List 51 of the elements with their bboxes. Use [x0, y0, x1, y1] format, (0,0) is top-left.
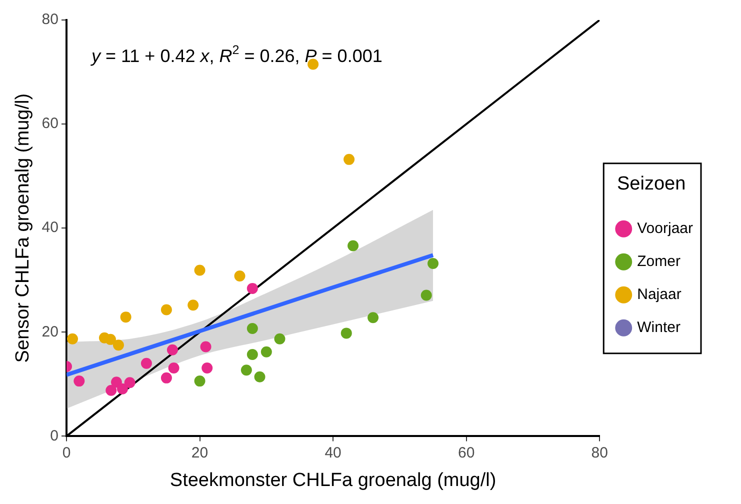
point [254, 371, 266, 382]
point [240, 364, 252, 376]
point [340, 328, 352, 339]
y-tick-label: 60 [42, 115, 58, 132]
point [344, 154, 355, 165]
point [110, 376, 122, 388]
point [348, 240, 359, 252]
legend-label: Winter [637, 319, 680, 336]
y-tick-label: 20 [42, 323, 58, 340]
legend-label: Zomer [637, 253, 680, 270]
point [246, 323, 258, 334]
point [120, 312, 132, 323]
point [234, 270, 246, 282]
point [160, 304, 172, 316]
point [168, 362, 180, 374]
point [428, 258, 439, 269]
point [140, 358, 152, 369]
point [368, 312, 379, 324]
point [74, 376, 85, 387]
point [200, 341, 212, 352]
point [246, 282, 258, 294]
x-tick-label: 60 [458, 444, 475, 462]
point [260, 346, 272, 358]
point [202, 362, 213, 374]
y-tick-label: 0 [50, 427, 58, 444]
point [112, 340, 124, 351]
x-axis-title: Steekmonster CHLFa groenalg (mug/l) [170, 470, 496, 491]
point [66, 333, 78, 344]
legend-label: Voorjaar [637, 220, 694, 238]
y-axis-title: Sensor CHLFa groenalg (mug/l) [12, 93, 34, 363]
legend-label: Najaar [637, 286, 682, 304]
point [274, 333, 286, 344]
point [116, 383, 128, 394]
legend-title: Seizoen [616, 173, 686, 194]
x-tick-label: 80 [591, 444, 608, 462]
y-tick-label: 80 [42, 11, 58, 28]
x-tick-label: 0 [62, 444, 71, 462]
x-tick-label: 40 [324, 444, 342, 462]
point [106, 384, 117, 396]
x-tick-label: 20 [191, 444, 208, 462]
point [246, 349, 258, 360]
y-tick-label: 40 [42, 219, 58, 236]
point [188, 300, 199, 311]
point [166, 344, 178, 356]
point [160, 372, 172, 384]
line-series [66, 253, 436, 377]
point [194, 376, 206, 387]
point [194, 264, 206, 276]
point [104, 334, 116, 345]
point [124, 377, 136, 388]
point [420, 290, 432, 301]
